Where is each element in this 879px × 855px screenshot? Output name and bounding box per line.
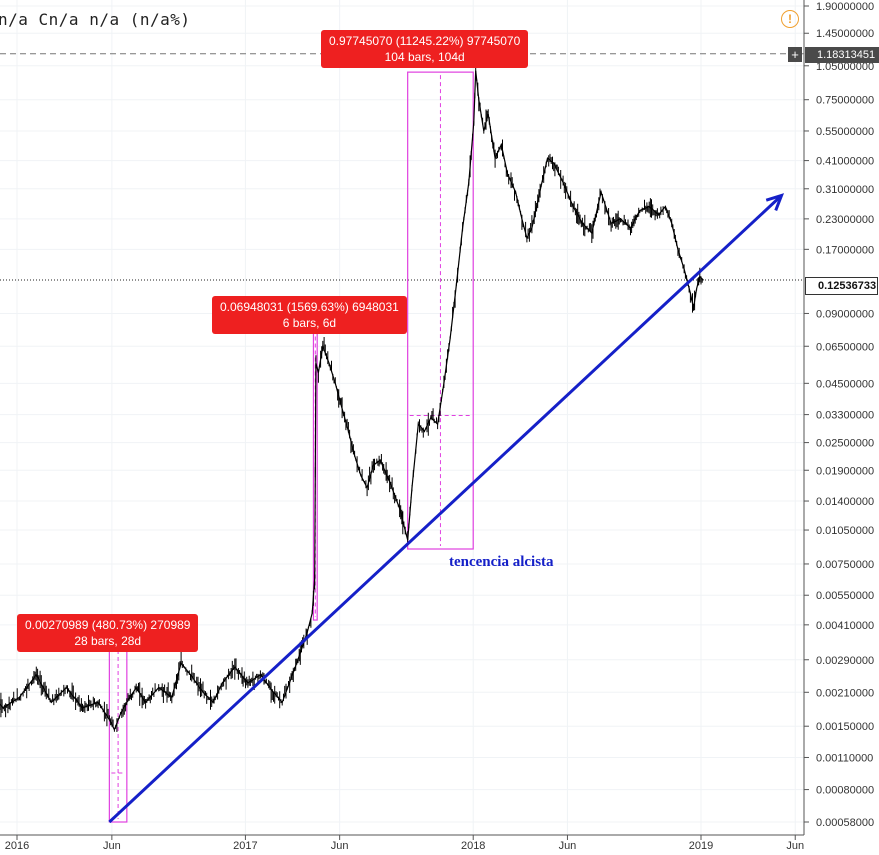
y-tick-label: 0.55000000 (816, 126, 874, 138)
measure-label-2-line1: 0.06948031 (1569.63%) 6948031 (220, 300, 399, 314)
y-tick-label: 0.17000000 (816, 244, 874, 256)
x-tick-label: Jun (331, 840, 349, 852)
trend-annotation: tencencia alcista (449, 554, 554, 570)
y-tick-label: 0.01900000 (816, 465, 874, 477)
add-price-line-icon[interactable]: + (788, 47, 802, 62)
ohlc-readout: n/a Cn/a n/a (n/a%) (0, 10, 191, 29)
y-tick-label: 0.00210000 (816, 687, 874, 699)
measure-tools (108, 71, 474, 823)
y-tick-label: 0.00290000 (816, 655, 874, 667)
y-tick-label: 0.31000000 (816, 184, 874, 196)
measure-label-1-line1: 0.00270989 (480.73%) 270989 (25, 618, 191, 632)
x-tick-label: 2019 (689, 840, 713, 852)
price-series (0, 65, 704, 732)
y-tick-label: 0.01400000 (816, 496, 874, 508)
measure-label-2-line2: 6 bars, 6d (282, 316, 337, 330)
warning-icon[interactable]: ! (781, 10, 799, 28)
y-tick-label: 0.00058000 (816, 817, 874, 829)
x-tick-label: 2016 (5, 840, 29, 852)
horizontal-price-lines (0, 53, 804, 281)
y-tick-label: 0.04500000 (816, 378, 874, 390)
trendline (108, 194, 783, 824)
y-tick-label: 1.05000000 (816, 61, 874, 73)
measure-label-1: 0.00270989 (480.73%) 270989 28 bars, 28d (17, 614, 199, 652)
y-tick-label: 0.01050000 (816, 525, 874, 537)
x-tick-label: 2017 (233, 840, 257, 852)
y-tick-label: 0.41000000 (816, 156, 874, 168)
x-tick-label: Jun (559, 840, 577, 852)
y-tick-label: 0.00110000 (816, 752, 873, 764)
current-price-tag: 1.18313451 (805, 47, 879, 63)
x-tick-label: 2018 (461, 840, 485, 852)
x-tick-label: Jun (786, 840, 804, 852)
y-tick-label: 0.02500000 (816, 438, 874, 450)
time-axis: 2016 Jun 2017 Jun 2018 Jun 2019 Jun (0, 834, 804, 852)
y-tick-label: 0.00150000 (816, 721, 874, 733)
measure-label-3-line1: 0.97745070 (11245.22%) 97745070 (329, 34, 521, 48)
last-price-tag: 0.12536733 (805, 277, 878, 295)
y-tick-label: 0.00750000 (816, 559, 874, 571)
y-tick-label: 0.00550000 (816, 590, 874, 602)
measure-label-3: 0.97745070 (11245.22%) 97745070 104 bars… (321, 30, 529, 68)
y-tick-label: 0.06500000 (816, 341, 874, 353)
trendline-arrowhead (765, 193, 785, 211)
measure-label-2: 0.06948031 (1569.63%) 6948031 6 bars, 6d (212, 296, 407, 334)
y-tick-label: 0.00410000 (816, 620, 874, 632)
y-tick-label: 1.45000000 (816, 28, 874, 40)
y-tick-label: 0.03300000 (816, 410, 874, 422)
price-axis: 1.90000000 1.45000000 1.05000000 0.75000000… (803, 0, 874, 835)
measure-label-1-line2: 28 bars, 28d (74, 634, 142, 648)
x-tick-label: Jun (103, 840, 121, 852)
trendline-group (108, 193, 785, 824)
y-tick-label: 0.00080000 (816, 785, 874, 797)
y-tick-label: 0.09000000 (816, 308, 874, 320)
y-tick-label: 1.90000000 (816, 1, 874, 13)
y-tick-label: 0.23000000 (816, 214, 874, 226)
measure-label-3-line2: 104 bars, 104d (384, 50, 465, 64)
y-tick-label: 0.75000000 (816, 95, 874, 107)
price-line (0, 70, 704, 732)
chart-grid (0, 0, 804, 835)
measure-range-3 (407, 71, 474, 550)
